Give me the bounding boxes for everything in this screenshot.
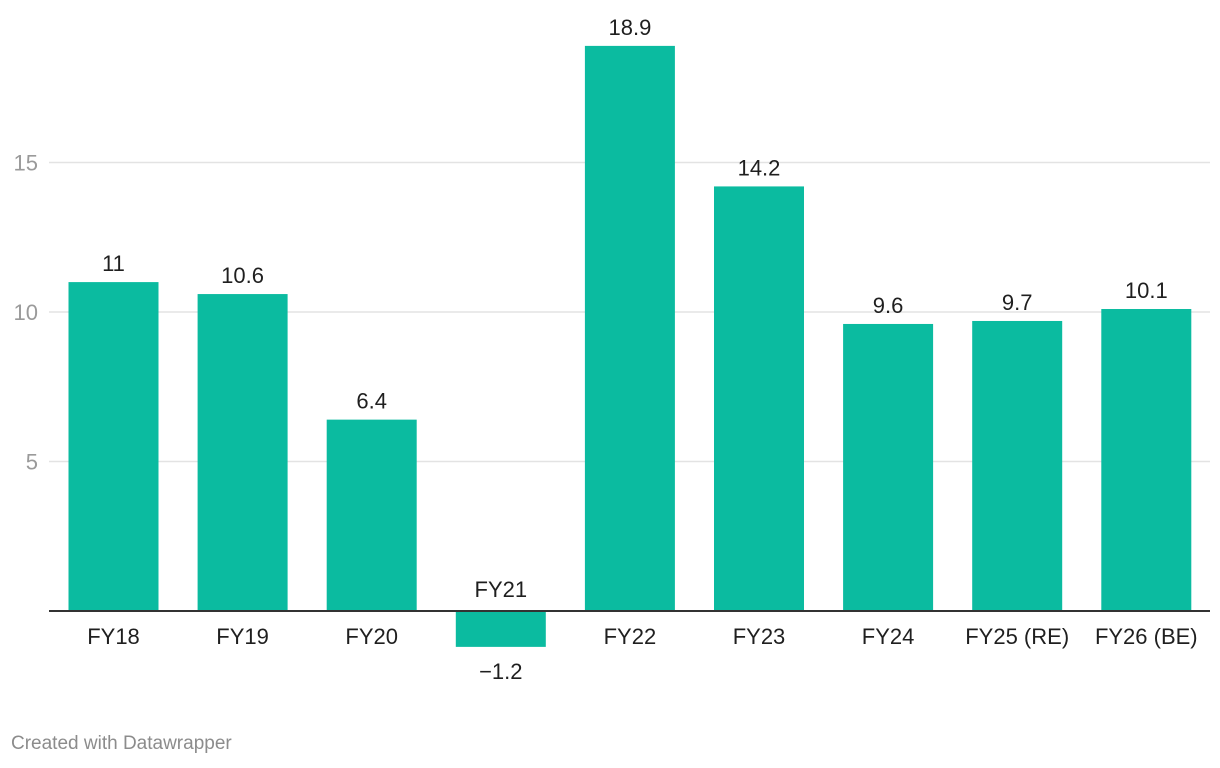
x-category-label: FY23: [733, 624, 786, 649]
datawrapper-credit: Created with Datawrapper: [11, 733, 232, 754]
bar: [843, 323, 934, 611]
bar: [1101, 309, 1192, 611]
x-category-label: FY19: [216, 624, 269, 649]
bar: [68, 282, 159, 611]
bar-value-label: 10.1: [1125, 278, 1168, 303]
x-category-label: FY22: [604, 624, 657, 649]
bar-chart: 5 10 15 11 FY18 10.6 FY19 6.4 FY20 −1.2 FY21 18.9 FY…: [14, 15, 1210, 684]
bar: [584, 45, 675, 611]
bar-value-label: 18.9: [608, 15, 651, 40]
y-tick-label: 15: [14, 151, 38, 176]
bar-value-label: 14.2: [738, 155, 781, 180]
label-layer: 5 10 15 11 FY18 10.6 FY19 6.4 FY20 −1.2 FY21 18.9 FY…: [14, 15, 1198, 684]
bar-value-label: 10.6: [221, 263, 264, 288]
bar-value-label: 9.6: [873, 293, 904, 318]
x-category-label: FY18: [87, 624, 140, 649]
y-tick-label: 10: [14, 300, 38, 325]
bar: [972, 320, 1063, 611]
x-category-label: FY20: [345, 624, 398, 649]
x-category-label: FY26 (BE): [1095, 624, 1198, 649]
bar-layer: [49, 45, 1210, 647]
y-tick-label: 5: [26, 450, 38, 475]
bar: [455, 611, 546, 647]
bar: [714, 186, 804, 612]
x-category-label: FY21: [475, 577, 528, 602]
bar-value-label: 9.7: [1002, 290, 1033, 315]
bar-value-label: −1.2: [479, 659, 522, 684]
bar-value-label: 11: [102, 251, 125, 276]
bar: [326, 419, 417, 611]
bar-value-label: 6.4: [356, 389, 387, 414]
x-category-label: FY25 (RE): [965, 624, 1069, 649]
x-category-label: FY24: [862, 624, 915, 649]
bar: [197, 294, 288, 611]
